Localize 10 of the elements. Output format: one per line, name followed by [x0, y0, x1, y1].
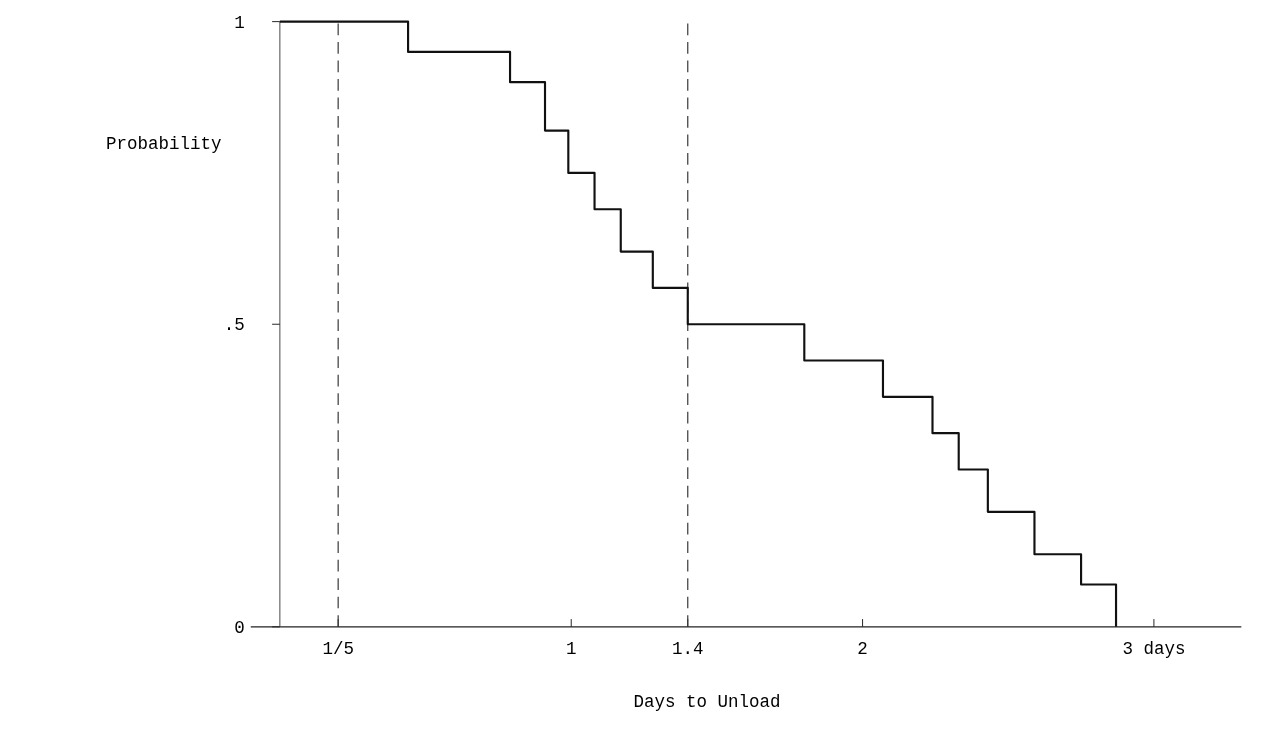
- x-axis-title: Days to Unload: [633, 691, 781, 712]
- x-tick-label: 3 days: [1122, 639, 1186, 660]
- x-tick-label: 2: [857, 639, 868, 660]
- y-tick-label: 1: [234, 12, 245, 33]
- x-tick-label: 1: [565, 639, 577, 660]
- y-axis-title: Probability: [105, 133, 222, 154]
- y-tick-label: .5: [223, 315, 245, 336]
- x-tick-label: 1.4: [672, 639, 704, 660]
- x-tick-label: 1/5: [322, 639, 354, 660]
- y-tick-label: 0: [234, 617, 245, 638]
